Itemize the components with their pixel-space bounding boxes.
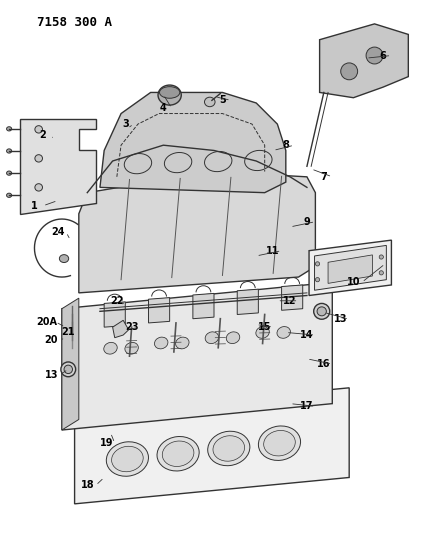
Ellipse shape (112, 446, 143, 472)
Polygon shape (193, 293, 214, 319)
Text: 13: 13 (45, 369, 58, 379)
Ellipse shape (64, 365, 72, 374)
Ellipse shape (205, 97, 215, 107)
Text: 15: 15 (258, 322, 271, 332)
Polygon shape (100, 92, 286, 192)
Ellipse shape (6, 127, 12, 131)
Text: 8: 8 (282, 140, 289, 150)
Ellipse shape (6, 193, 12, 197)
Ellipse shape (162, 441, 194, 466)
Text: 3: 3 (122, 119, 129, 129)
Ellipse shape (314, 303, 330, 319)
Text: 16: 16 (317, 359, 330, 369)
Polygon shape (149, 297, 169, 323)
Ellipse shape (104, 342, 117, 354)
Text: 21: 21 (62, 327, 75, 337)
Ellipse shape (61, 362, 76, 377)
Text: 24: 24 (51, 227, 65, 237)
Polygon shape (104, 302, 125, 327)
Text: 22: 22 (110, 296, 124, 306)
Ellipse shape (208, 431, 250, 466)
Text: 5: 5 (219, 95, 226, 106)
Ellipse shape (315, 278, 320, 282)
Ellipse shape (315, 262, 320, 266)
Ellipse shape (205, 332, 219, 344)
Polygon shape (20, 119, 96, 214)
Polygon shape (328, 255, 372, 284)
Text: 14: 14 (300, 330, 314, 340)
Text: 17: 17 (300, 401, 314, 411)
Ellipse shape (366, 47, 383, 64)
Text: 13: 13 (334, 314, 348, 324)
Ellipse shape (379, 255, 383, 259)
Ellipse shape (317, 307, 327, 316)
Ellipse shape (213, 436, 244, 461)
Text: 6: 6 (380, 51, 386, 61)
Text: 7158 300 A: 7158 300 A (36, 16, 112, 29)
Text: 19: 19 (100, 438, 113, 448)
Text: 23: 23 (125, 322, 138, 332)
Text: 7: 7 (321, 172, 327, 182)
Polygon shape (62, 298, 79, 430)
Ellipse shape (6, 149, 12, 153)
Polygon shape (309, 240, 392, 295)
Polygon shape (79, 172, 315, 293)
Ellipse shape (155, 337, 168, 349)
Ellipse shape (175, 337, 189, 349)
Polygon shape (320, 24, 408, 98)
Ellipse shape (59, 255, 68, 263)
Ellipse shape (341, 63, 358, 80)
Text: 2: 2 (39, 130, 46, 140)
Ellipse shape (256, 327, 269, 338)
Text: 12: 12 (283, 296, 297, 306)
Ellipse shape (106, 442, 149, 477)
Text: 1: 1 (31, 201, 38, 211)
Text: 18: 18 (80, 480, 94, 490)
Ellipse shape (158, 85, 181, 105)
Polygon shape (113, 320, 129, 338)
Polygon shape (62, 282, 332, 430)
Text: 9: 9 (303, 217, 310, 227)
Polygon shape (74, 388, 349, 504)
Ellipse shape (35, 184, 42, 191)
Ellipse shape (277, 327, 291, 338)
Ellipse shape (157, 437, 199, 471)
Text: 10: 10 (347, 277, 360, 287)
Polygon shape (282, 285, 303, 310)
Ellipse shape (259, 426, 300, 461)
Ellipse shape (35, 126, 42, 133)
Ellipse shape (160, 87, 180, 98)
Text: 20A: 20A (37, 317, 58, 327)
Ellipse shape (35, 155, 42, 162)
Ellipse shape (125, 342, 138, 354)
Text: 20: 20 (45, 335, 58, 345)
Text: 11: 11 (266, 246, 280, 256)
Ellipse shape (6, 171, 12, 175)
Ellipse shape (226, 332, 240, 344)
Polygon shape (315, 245, 386, 290)
Ellipse shape (379, 271, 383, 275)
Polygon shape (237, 289, 259, 314)
Text: 4: 4 (160, 103, 166, 114)
Ellipse shape (264, 431, 295, 456)
